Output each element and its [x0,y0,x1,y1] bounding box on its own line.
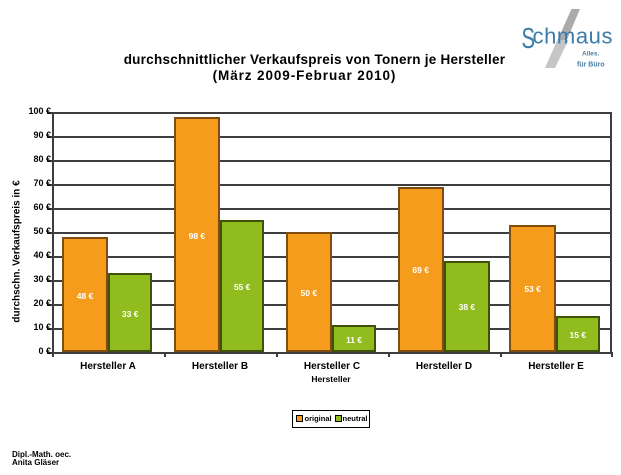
svg-text:Alles.: Alles. [582,51,600,58]
svg-text:S: S [522,23,536,55]
svg-text:für Büro: für Büro [577,62,605,69]
svg-text:chmaus: chmaus [533,23,613,48]
